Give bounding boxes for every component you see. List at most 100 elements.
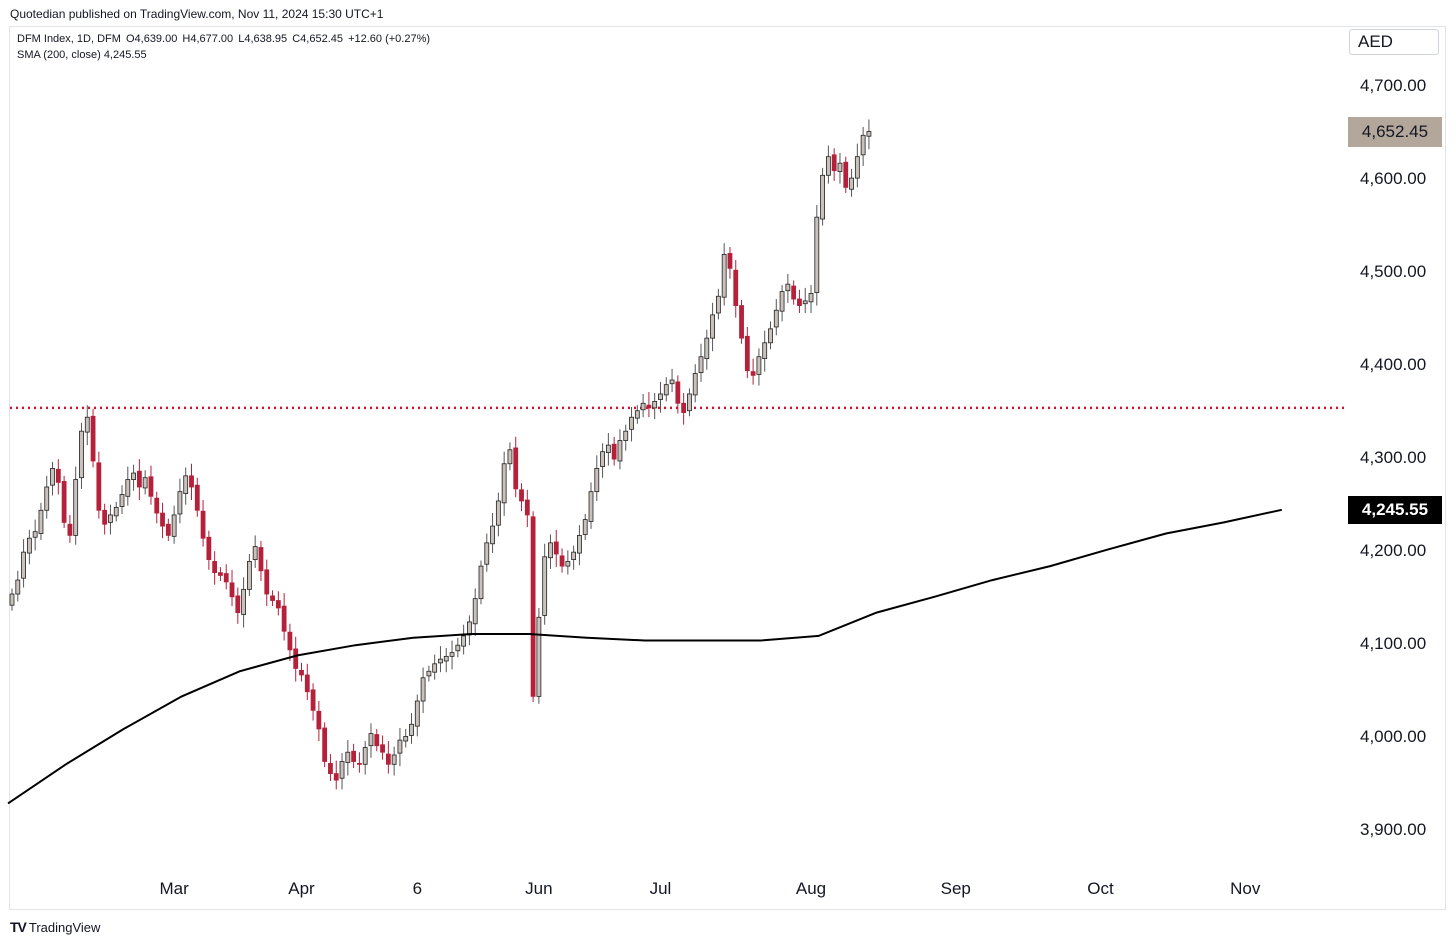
candle[interactable] xyxy=(200,500,206,547)
candle[interactable] xyxy=(548,534,553,569)
candle[interactable] xyxy=(623,424,629,451)
candle[interactable] xyxy=(281,593,287,641)
candle[interactable] xyxy=(50,461,55,496)
candle[interactable] xyxy=(629,406,634,442)
candle[interactable] xyxy=(843,156,849,193)
candle[interactable] xyxy=(55,459,61,495)
candle[interactable] xyxy=(820,167,825,226)
candle[interactable] xyxy=(773,299,779,336)
candle[interactable] xyxy=(397,728,403,767)
candle[interactable] xyxy=(692,364,698,403)
candle[interactable] xyxy=(212,551,218,585)
candle[interactable] xyxy=(646,392,652,418)
candle[interactable] xyxy=(542,543,548,625)
candle[interactable] xyxy=(9,588,15,611)
candle[interactable] xyxy=(21,539,26,588)
candle[interactable] xyxy=(119,485,125,514)
candle[interactable] xyxy=(866,119,872,150)
candle[interactable] xyxy=(44,475,50,519)
candle[interactable] xyxy=(472,588,478,636)
currency-selector[interactable]: AED xyxy=(1349,29,1439,55)
candle[interactable] xyxy=(229,569,235,607)
candle[interactable] xyxy=(524,489,530,528)
candle[interactable] xyxy=(739,299,744,344)
candle[interactable] xyxy=(96,451,102,519)
candle[interactable] xyxy=(768,321,773,350)
candle[interactable] xyxy=(652,393,658,420)
candle[interactable] xyxy=(362,741,368,775)
candle[interactable] xyxy=(785,273,791,303)
candle[interactable] xyxy=(553,529,559,568)
candle[interactable] xyxy=(409,713,414,744)
candle[interactable] xyxy=(73,466,79,545)
candle[interactable] xyxy=(322,722,328,768)
candle[interactable] xyxy=(484,533,490,572)
candle[interactable] xyxy=(252,535,258,568)
candle[interactable] xyxy=(825,145,831,184)
candle[interactable] xyxy=(15,570,21,602)
candle[interactable] xyxy=(669,368,675,393)
candle[interactable] xyxy=(687,388,692,417)
candle[interactable] xyxy=(131,464,136,491)
candle[interactable] xyxy=(275,591,281,616)
candle[interactable] xyxy=(113,501,119,522)
candle[interactable] xyxy=(750,358,756,385)
candle[interactable] xyxy=(461,624,467,655)
candle[interactable] xyxy=(26,529,32,565)
candle[interactable] xyxy=(241,577,247,628)
candle[interactable] xyxy=(154,491,160,524)
candle[interactable] xyxy=(513,436,519,498)
candle[interactable] xyxy=(507,442,513,471)
candle[interactable] xyxy=(328,754,333,782)
candle[interactable] xyxy=(136,459,142,501)
candle[interactable] xyxy=(432,654,438,680)
candle[interactable] xyxy=(495,492,501,537)
candle[interactable] xyxy=(32,519,38,551)
candle[interactable] xyxy=(634,405,640,424)
candle[interactable] xyxy=(802,287,808,314)
candle[interactable] xyxy=(426,665,432,682)
candle[interactable] xyxy=(356,752,362,773)
candle[interactable] xyxy=(710,302,715,352)
candle[interactable] xyxy=(194,477,200,517)
candle[interactable] xyxy=(791,280,797,305)
candle[interactable] xyxy=(351,743,357,769)
candle[interactable] xyxy=(611,436,617,466)
candle[interactable] xyxy=(235,587,241,624)
candle[interactable] xyxy=(704,329,710,370)
candle[interactable] xyxy=(125,466,131,506)
candle[interactable] xyxy=(571,545,577,570)
candle[interactable] xyxy=(264,559,270,607)
candle[interactable] xyxy=(577,525,582,566)
candle[interactable] xyxy=(443,647,449,673)
candle[interactable] xyxy=(79,422,84,489)
candle[interactable] xyxy=(490,513,495,554)
candle[interactable] xyxy=(403,728,409,748)
candle[interactable] xyxy=(391,746,397,776)
candle[interactable] xyxy=(102,503,108,535)
candle[interactable] xyxy=(420,667,426,714)
candle[interactable] xyxy=(316,701,322,742)
candle[interactable] xyxy=(715,288,721,320)
candle[interactable] xyxy=(246,554,252,596)
candle[interactable] xyxy=(501,451,507,516)
candle[interactable] xyxy=(762,330,768,372)
candle[interactable] xyxy=(148,465,154,505)
candle[interactable] xyxy=(61,475,67,528)
candle[interactable] xyxy=(658,381,663,413)
candle[interactable] xyxy=(310,683,316,721)
candle[interactable] xyxy=(588,482,594,529)
candle[interactable] xyxy=(333,760,339,790)
candle[interactable] xyxy=(449,640,455,670)
candle[interactable] xyxy=(565,550,571,575)
candle[interactable] xyxy=(733,259,739,318)
candle[interactable] xyxy=(84,405,90,446)
candle[interactable] xyxy=(287,623,293,662)
candle[interactable] xyxy=(67,514,73,543)
candle[interactable] xyxy=(779,285,785,322)
candle[interactable] xyxy=(605,433,611,466)
candle[interactable] xyxy=(374,728,380,752)
candle[interactable] xyxy=(183,467,189,505)
candle[interactable] xyxy=(438,646,443,673)
